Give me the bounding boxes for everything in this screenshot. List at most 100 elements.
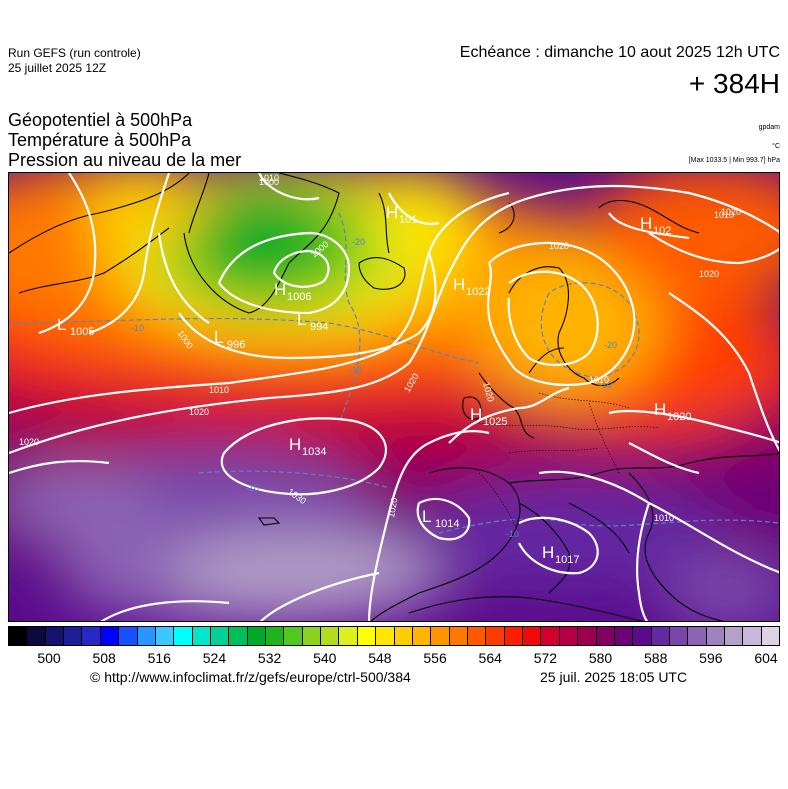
temp-label: -10	[349, 365, 362, 375]
pressure-center: L 996	[214, 328, 245, 351]
isobar-label: 1020	[699, 269, 719, 279]
isobar-label: 1010	[209, 385, 229, 395]
colorbar-swatch	[467, 627, 487, 645]
colorbar-swatch	[706, 627, 726, 645]
pressure-center-letter: H	[654, 400, 666, 419]
colorbar-tick-label: 516	[147, 650, 171, 666]
pressure-center-value: 101	[399, 214, 417, 226]
colorbar-swatch	[688, 627, 707, 645]
pressure-center-letter: L	[297, 310, 306, 329]
temp-label: -20	[352, 237, 365, 247]
param-pressure: Pression au niveau de la mer	[8, 150, 242, 170]
colorbar-swatch	[523, 627, 542, 645]
temp-label: -20	[604, 340, 617, 350]
pressure-center: H 1034	[289, 435, 326, 458]
temp-label: -10	[599, 380, 612, 390]
colorbar-tick-label: 508	[92, 650, 116, 666]
colorbar-swatch	[412, 627, 432, 645]
temperature-field	[9, 173, 779, 621]
colorbar-tick-label: 540	[313, 650, 337, 666]
colorbar-swatch	[578, 627, 597, 645]
colorbar-swatch	[64, 627, 83, 645]
colorbar-swatch	[229, 627, 248, 645]
unit-geopotential: gpdam	[758, 124, 780, 131]
param-temperature: Température à 500hPa	[8, 130, 192, 150]
unit-pressure: [Max 1033.5 | Min 993.7] hPa	[688, 157, 780, 164]
pressure-center-letter: H	[289, 435, 301, 454]
pressure-center-value: 996	[227, 339, 245, 351]
colorbar-swatch	[761, 627, 780, 645]
pressure-center: H 1020	[654, 400, 691, 423]
colorbar-swatch	[651, 627, 670, 645]
colorbar-swatch	[137, 627, 156, 645]
colorbar-swatch	[9, 627, 28, 645]
colorbar-swatch	[725, 627, 744, 645]
colorbar-swatch	[394, 627, 413, 645]
pressure-center-value: 1020	[667, 411, 691, 423]
colorbar-tick-label: 524	[202, 650, 227, 666]
colorbar-swatch	[284, 627, 303, 645]
credit-url: © http://www.infoclimat.fr/z/gefs/europe…	[90, 669, 411, 685]
pressure-center-letter: H	[453, 275, 465, 294]
pressure-center: H 1006	[274, 280, 311, 303]
pressure-center-letter: L	[57, 315, 66, 334]
temp-labels: -20 -10 -10 -20 -10 -10 -10	[131, 237, 617, 539]
credit-generated-time: 25 juil. 2025 18:05 UTC	[540, 669, 688, 685]
isobars	[9, 173, 779, 621]
pressure-center-letter: H	[386, 203, 398, 222]
isobar-label: 1000	[259, 177, 279, 187]
pressure-centers: H 1006 L 994 L 996 L 1005 H 1034	[57, 203, 691, 566]
colorbar-swatch	[669, 627, 689, 645]
temp-label: -10	[131, 323, 144, 333]
coastlines	[9, 173, 779, 621]
pressure-center: L 994	[297, 310, 328, 333]
colorbar-tick-label: 580	[588, 650, 613, 666]
colorbar-swatch	[210, 627, 230, 645]
colorbar-tick-label: 532	[257, 650, 282, 666]
colorbar-swatch	[449, 627, 468, 645]
isobar-label: 1010	[259, 173, 279, 183]
colorbar-swatch	[27, 627, 46, 645]
pressure-center-letter: H	[640, 214, 652, 233]
colorbar-swatch	[100, 627, 120, 645]
pressure-center-value: 994	[310, 321, 328, 333]
isobar-label: 1020	[189, 407, 209, 417]
colorbar-swatch	[486, 627, 505, 645]
run-title: Run GEFS (run controle)	[8, 46, 141, 60]
unit-temperature: °C	[772, 143, 780, 150]
isobar-label: 1010	[714, 210, 734, 220]
valid-time: Echéance : dimanche 10 aout 2025 12h UTC	[459, 44, 780, 61]
colorbar-tick-label: 500	[37, 650, 61, 666]
pressure-center-letter: L	[422, 507, 431, 526]
colorbar-swatch	[504, 627, 524, 645]
pressure-center-value: 1005	[70, 326, 94, 338]
colorbar-swatch	[82, 627, 101, 645]
colorbar-swatch	[376, 627, 395, 645]
isobar-label: 1020	[721, 207, 741, 217]
temp-label: -10	[506, 529, 519, 539]
colorbar-tick-label: 572	[533, 650, 558, 666]
colorbar-swatch	[247, 627, 267, 645]
lead-time: + 384H	[688, 68, 780, 99]
colorbar-swatch	[541, 627, 560, 645]
colorbar-tick-label: 556	[423, 650, 447, 666]
isobar-label: 1010	[654, 513, 674, 523]
colorbar-tick-label: 596	[699, 650, 723, 666]
isobar-label: 1020	[19, 437, 39, 447]
pressure-center: H 102	[640, 214, 671, 237]
colorbar-tick-label: 604	[754, 650, 778, 666]
weather-map-svg: 1000 1000 1000 1010 1010 1020 1020 1020 …	[9, 173, 779, 621]
param-geopotential: Géopotentiel à 500hPa	[8, 110, 193, 130]
isobar-label: 1020	[549, 241, 569, 251]
colorbar-swatch	[155, 627, 175, 645]
pressure-center-value: 1025	[483, 416, 507, 428]
pressure-center-letter: H	[274, 280, 286, 299]
colorbar-swatch	[321, 627, 340, 645]
colorbar-swatch	[266, 627, 285, 645]
colorbar-tick-label: 564	[478, 650, 502, 666]
pressure-center-letter: H	[470, 405, 482, 424]
colorbar-swatch	[559, 627, 579, 645]
colorbar-swatch	[614, 627, 634, 645]
isobar-label: 1010	[589, 375, 609, 385]
colorbar-swatch	[192, 627, 211, 645]
